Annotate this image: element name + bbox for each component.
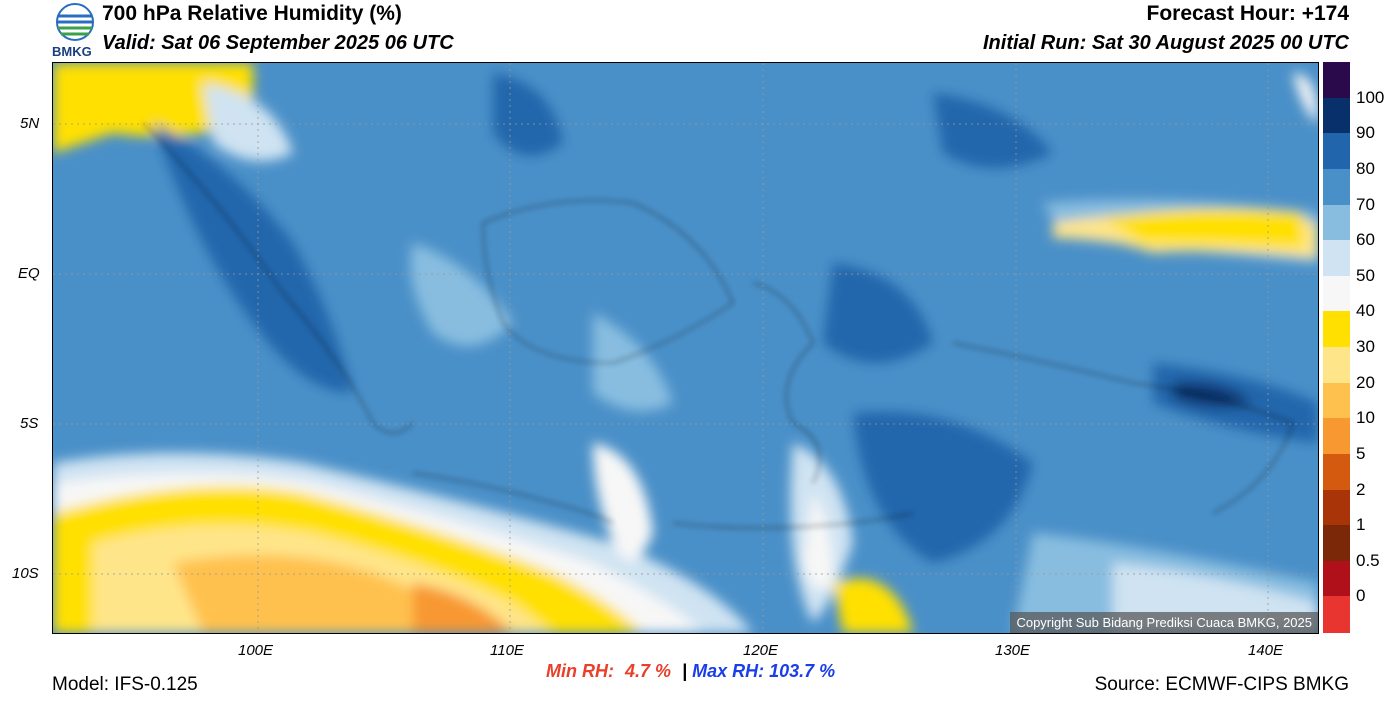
- colorbar-swatch: [1323, 240, 1350, 277]
- initial-run: Initial Run: Sat 30 August 2025 00 UTC: [982, 32, 1349, 54]
- lon-label-100e: 100E: [238, 642, 274, 659]
- colorbar-label: 20: [1356, 372, 1375, 392]
- map-title: 700 hPa Relative Humidity (%): [102, 2, 402, 25]
- colorbar-label: 50: [1356, 265, 1375, 285]
- colorbar-swatch: [1323, 382, 1350, 419]
- logo-text: BMKG: [52, 44, 92, 59]
- colorbar-label: 40: [1356, 301, 1375, 321]
- lon-label-110e: 110E: [490, 642, 524, 659]
- bmkg-logo-icon: [56, 3, 94, 41]
- colorbar-swatch: [1323, 62, 1350, 99]
- lon-label-140e: 140E: [1248, 642, 1284, 659]
- colorbar-label: 0: [1356, 586, 1366, 606]
- stats-separator: |: [682, 661, 688, 681]
- colorbar-swatch: [1323, 489, 1350, 526]
- min-rh-value: 4.7 %: [625, 661, 672, 681]
- colorbar-swatch: [1323, 275, 1350, 312]
- colorbar-swatch: [1323, 560, 1350, 597]
- colorbar-label: 5: [1356, 443, 1366, 463]
- valid-time: Valid: Sat 06 September 2025 06 UTC: [102, 32, 454, 54]
- lat-label-10s: 10S: [12, 565, 39, 582]
- colorbar-label: 100: [1356, 87, 1385, 107]
- forecast-hour: Forecast Hour: +174: [1146, 2, 1350, 25]
- colorbar-label: 80: [1356, 158, 1375, 178]
- lat-label-5s: 5S: [20, 415, 39, 432]
- humidity-field: [53, 63, 1318, 633]
- colorbar-swatch: [1323, 347, 1350, 384]
- max-rh-label: Max RH:: [692, 661, 765, 681]
- stats-line: Min RH: 4.7 % | Max RH: 103.7 %: [546, 661, 835, 682]
- min-rh-label: Min RH:: [546, 661, 614, 681]
- lon-label-120e: 120E: [743, 642, 779, 659]
- model-name: Model: IFS-0.125: [52, 674, 198, 695]
- lat-label-eq: EQ: [18, 265, 40, 282]
- colorbar-swatch: [1323, 311, 1350, 348]
- colorbar-swatch: [1323, 525, 1350, 562]
- colorbar-label: 0.5: [1356, 550, 1380, 570]
- lon-label-130e: 130E: [995, 642, 1031, 659]
- max-rh-value: 103.7 %: [769, 661, 836, 681]
- colorbar-label: 30: [1356, 337, 1375, 356]
- colorbar-label: 60: [1356, 230, 1375, 250]
- colorbar-swatch: [1323, 204, 1350, 241]
- colorbar-label: 1: [1356, 515, 1366, 535]
- colorbar-swatch: [1323, 418, 1350, 455]
- colorbar-swatch: [1323, 596, 1350, 633]
- colorbar-label: 2: [1356, 479, 1366, 499]
- colorbar-label: 70: [1356, 194, 1375, 214]
- data-source: Source: ECMWF-CIPS BMKG: [1094, 674, 1349, 695]
- lat-label-5n: 5N: [20, 115, 40, 132]
- bmkg-logo: [52, 2, 98, 60]
- map-panel: Copyright Sub Bidang Prediksi Cuaca BMKG…: [52, 62, 1319, 634]
- colorbar: [1323, 62, 1350, 633]
- colorbar-swatch: [1323, 133, 1350, 170]
- copyright-notice: Copyright Sub Bidang Prediksi Cuaca BMKG…: [1010, 612, 1318, 633]
- colorbar-label: 10: [1356, 408, 1375, 428]
- colorbar-label: 90: [1356, 123, 1375, 143]
- colorbar-swatch: [1323, 97, 1350, 134]
- colorbar-swatch: [1323, 453, 1350, 490]
- colorbar-swatch: [1323, 168, 1350, 205]
